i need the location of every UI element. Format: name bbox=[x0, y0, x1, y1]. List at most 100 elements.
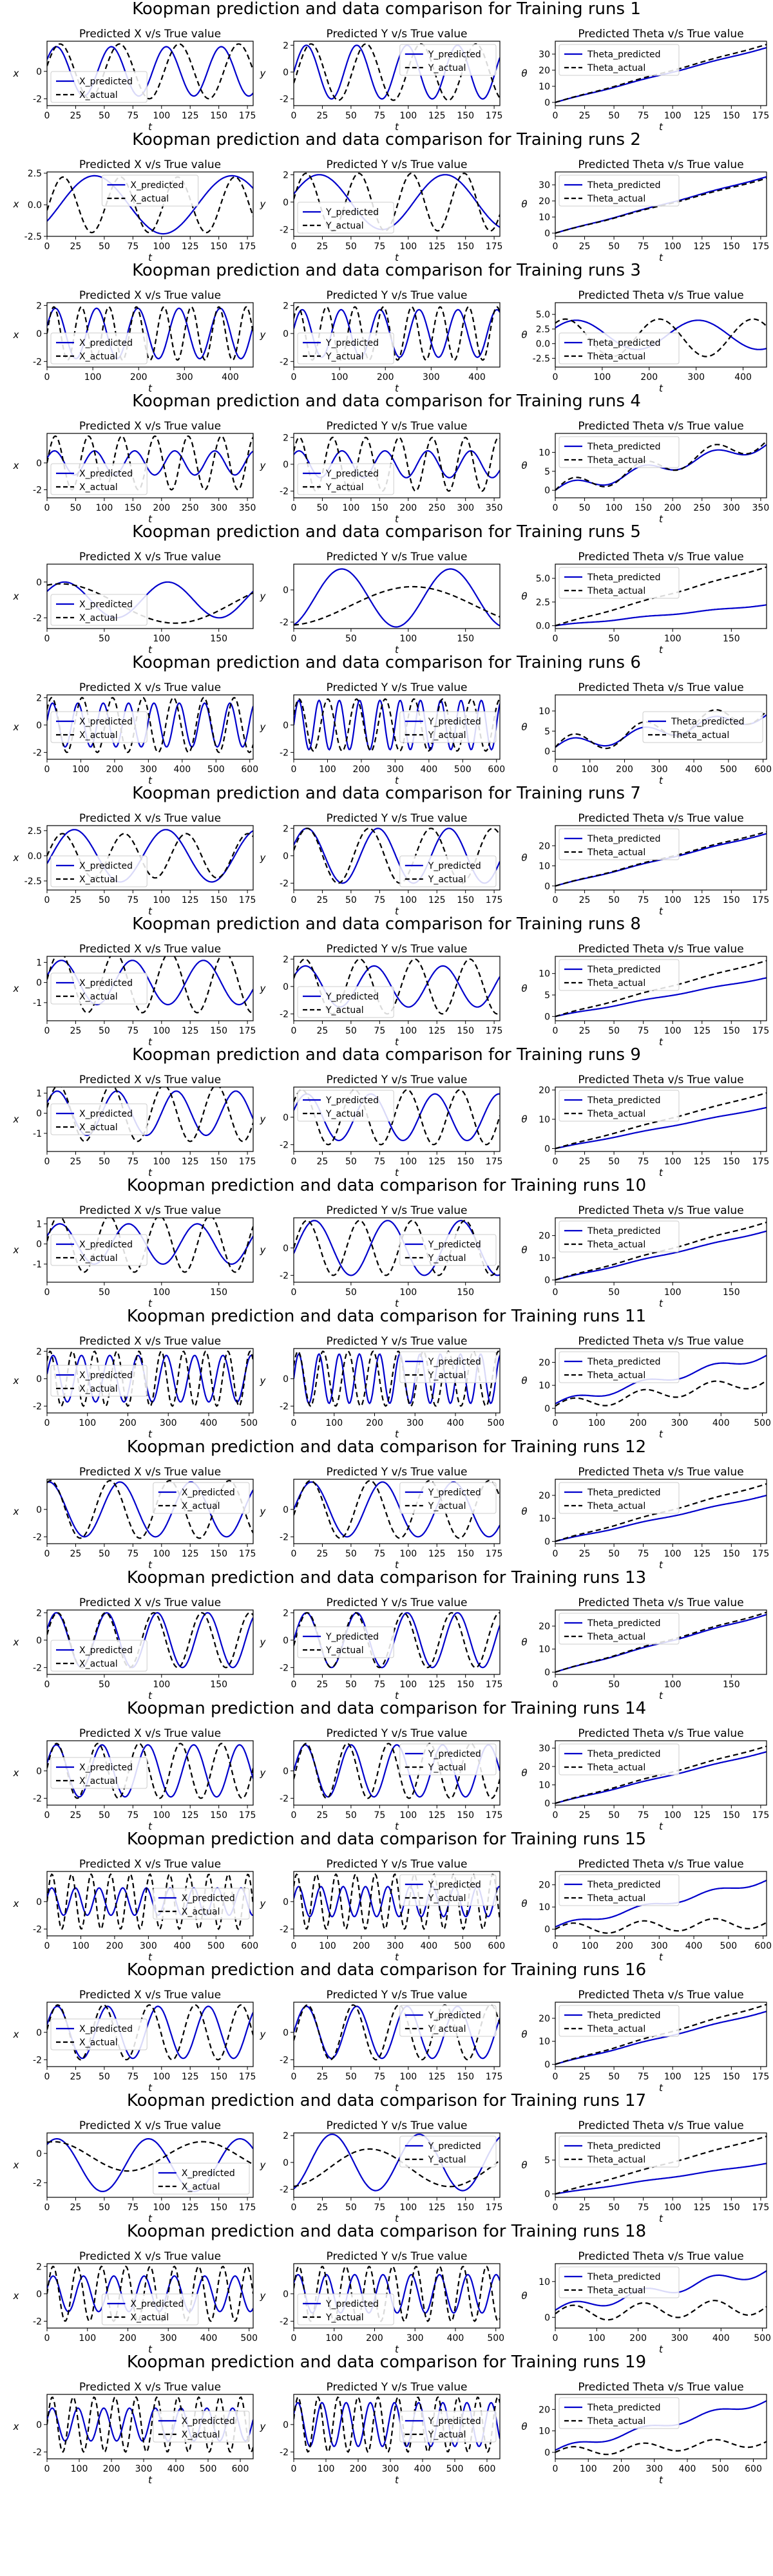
x-tick-label: 175 bbox=[239, 1026, 256, 1036]
subplot-x: Predicted X v/s True value 0 50 100 150 -2 0 t x… bbox=[13, 551, 254, 656]
x-tick-label: 100 bbox=[153, 1287, 170, 1298]
x-tick-label: 25 bbox=[579, 895, 591, 905]
y-axis-label: θ bbox=[521, 198, 527, 210]
axes-frame bbox=[46, 41, 254, 106]
legend-box bbox=[558, 828, 680, 860]
y-tick-label: 20 bbox=[539, 1231, 550, 1242]
y-tick-label: 0 bbox=[544, 1799, 550, 1809]
legend-box bbox=[399, 1743, 497, 1776]
subplot-title: Predicted Theta v/s True value bbox=[578, 1596, 743, 1609]
y-axis-label: x bbox=[13, 460, 19, 471]
subplot-x: Predicted X v/s True value 0 100 200 300 400 5… bbox=[13, 2250, 258, 2355]
x-tick-label: 200 bbox=[130, 372, 148, 383]
legend-label: Theta_predicted bbox=[587, 2403, 661, 2413]
subplot-y: Predicted Y v/s True value 0 25 50 75 100 125 1… bbox=[260, 158, 503, 263]
legend-label: X_actual bbox=[79, 2038, 118, 2048]
x-tick-label: 100 bbox=[664, 2202, 682, 2213]
subplot-x: Predicted X v/s True value 0 25 50 75 100 125 1… bbox=[13, 158, 256, 263]
legend-label: Theta_actual bbox=[587, 455, 645, 466]
x-tick-label: 300 bbox=[140, 764, 157, 775]
x-tick-label: 125 bbox=[182, 2202, 199, 2213]
legend-label: X_actual bbox=[79, 1776, 118, 1786]
subplot-title: Predicted Y v/s True value bbox=[327, 1074, 468, 1086]
x-tick-label: 125 bbox=[693, 2202, 711, 2213]
y-tick-label: -2 bbox=[280, 2055, 289, 2065]
legend-label: X_actual bbox=[182, 1501, 220, 1511]
y-tick-label: 5 bbox=[544, 990, 550, 1001]
x-tick-label: 200 bbox=[616, 1941, 633, 1951]
series-line-x_predicted bbox=[47, 2137, 253, 2193]
x-tick-label: 175 bbox=[486, 2072, 503, 2082]
x-axis-label: t bbox=[395, 2474, 399, 2486]
legend-label: Y_predicted bbox=[325, 338, 379, 348]
y-tick-label: 0 bbox=[544, 486, 550, 496]
legend-label: Theta_predicted bbox=[587, 2011, 661, 2021]
legend-box bbox=[50, 71, 148, 103]
subplot-x: Predicted X v/s True value 0 100 200 300 400 5… bbox=[13, 2381, 254, 2486]
legend-label: Theta_predicted bbox=[587, 573, 661, 583]
y-tick-label: -2 bbox=[33, 748, 42, 758]
x-tick-label: 500 bbox=[454, 1941, 472, 1951]
y-tick-label: 2.5 bbox=[536, 598, 550, 608]
y-tick-label: 10 bbox=[539, 2037, 550, 2047]
y-tick-label: 0 bbox=[36, 1766, 42, 1777]
axes-frame bbox=[293, 2263, 501, 2329]
x-tick-label: 500 bbox=[240, 1418, 258, 1428]
suptitle: Koopman prediction and data comparison f… bbox=[132, 1045, 641, 1065]
x-tick-label: 100 bbox=[399, 1549, 417, 1559]
legend: Y_predicted Y_actual bbox=[399, 1234, 497, 1266]
x-axis-label: t bbox=[659, 383, 663, 394]
x-tick-label: 150 bbox=[723, 2072, 740, 2082]
axes-frame bbox=[555, 956, 767, 1021]
y-tick-label: 0 bbox=[544, 98, 550, 108]
y-axis-label: θ bbox=[521, 1636, 527, 1648]
y-tick-label: 20 bbox=[539, 1880, 550, 1891]
x-axis-label: t bbox=[395, 383, 399, 394]
x-tick-label: 50 bbox=[99, 1549, 110, 1559]
legend-label: X_predicted bbox=[182, 1488, 235, 1498]
series-line-x_actual bbox=[47, 2265, 253, 2322]
legend: X_predicted X_actual bbox=[50, 594, 148, 626]
x-tick-label: 50 bbox=[345, 1026, 357, 1036]
y-tick-label: 0 bbox=[283, 2158, 289, 2168]
legend-box bbox=[399, 711, 497, 743]
x-axis-label: t bbox=[659, 1428, 663, 1440]
subplot-title: Predicted Y v/s True value bbox=[327, 943, 468, 956]
x-tick-label: 400 bbox=[712, 2333, 730, 2344]
legend-label: Y_actual bbox=[428, 1501, 466, 1511]
figure-row-13: Koopman prediction and data comparison f… bbox=[13, 1568, 767, 1701]
figure-row-19: Koopman prediction and data comparison f… bbox=[13, 2353, 767, 2486]
x-tick-label: 75 bbox=[638, 1810, 649, 1821]
y-tick-label: 2 bbox=[36, 2262, 42, 2272]
series-line-theta_actual bbox=[555, 1918, 767, 1934]
legend: Y_predicted Y_actual bbox=[399, 44, 497, 76]
x-tick-label: 600 bbox=[479, 2464, 496, 2474]
x-tick-label: 50 bbox=[608, 2072, 620, 2082]
x-tick-label: 100 bbox=[399, 634, 417, 644]
y-axis-label: θ bbox=[521, 1375, 527, 1387]
x-tick-label: 75 bbox=[127, 242, 138, 252]
series-line-y_actual bbox=[294, 958, 500, 1015]
x-tick-label: 150 bbox=[457, 1026, 474, 1036]
x-tick-label: 100 bbox=[664, 634, 682, 644]
x-tick-label: 75 bbox=[127, 111, 138, 121]
x-tick-label: 200 bbox=[119, 2333, 137, 2344]
axes-frame bbox=[555, 41, 767, 106]
legend-label: X_actual bbox=[79, 482, 118, 493]
x-tick-label: 100 bbox=[664, 2072, 682, 2082]
legend-label: Theta_predicted bbox=[587, 1749, 661, 1759]
legend-label: Y_actual bbox=[325, 482, 364, 493]
x-tick-label: 100 bbox=[399, 1026, 417, 1036]
suptitle: Koopman prediction and data comparison f… bbox=[132, 653, 641, 672]
y-tick-label: -2 bbox=[33, 486, 42, 496]
x-tick-label: 100 bbox=[153, 242, 170, 252]
legend: Theta_predicted Theta_actual bbox=[558, 2136, 680, 2168]
y-axis-label: θ bbox=[521, 1506, 527, 1517]
series-line-y_actual bbox=[294, 437, 500, 492]
subplot-y: Predicted Y v/s True value 0 100 200 300 400 5… bbox=[260, 1335, 505, 1440]
x-tick-label: 100 bbox=[153, 1157, 170, 1167]
legend-label: Y_predicted bbox=[428, 1357, 481, 1367]
x-tick-label: 200 bbox=[353, 764, 370, 775]
